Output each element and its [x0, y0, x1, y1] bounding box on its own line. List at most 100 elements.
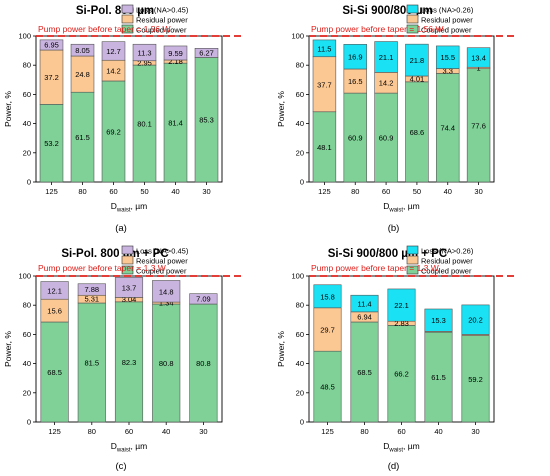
y-tick-label: 100	[291, 272, 304, 281]
bar-segment	[132, 43, 157, 62]
bar-segment	[40, 281, 69, 300]
data-label: 6.94	[357, 312, 372, 321]
data-label: 21.8	[410, 56, 425, 65]
data-label: 15.3	[431, 316, 446, 325]
legend-label: Residual power	[421, 257, 473, 266]
data-label: 22.1	[394, 301, 409, 310]
legend-label: Residual power	[136, 257, 188, 266]
bar-segment	[77, 302, 106, 423]
legend-swatch	[121, 14, 134, 24]
chart-title: Si-Pol. 800 µm + PC	[61, 248, 168, 260]
x-axis-label: Dwaist, µm	[383, 201, 420, 214]
data-label: 15.8	[320, 292, 335, 301]
bar-segment	[152, 303, 181, 423]
chart-title: Si-Pol. 800 µm	[76, 5, 154, 17]
data-label: 69.2	[106, 127, 121, 136]
data-label: 9.59	[168, 49, 183, 58]
bar-segment	[343, 44, 367, 70]
panel-label: (b)	[388, 223, 400, 234]
bar-segment	[163, 45, 188, 61]
x-tick-label: 60	[397, 427, 405, 436]
data-label: 13.7	[122, 283, 137, 292]
x-tick-label: 30	[199, 427, 207, 436]
x-axis-label: Dwaist, µm	[111, 201, 148, 214]
data-label: 14.8	[159, 287, 174, 296]
chart-title: Si-Si 900/800 µm	[342, 5, 432, 17]
data-label: 2.95	[137, 58, 152, 67]
y-tick-label: 20	[296, 388, 304, 397]
x-tick-label: 80	[78, 187, 86, 196]
y-tick-label: 20	[23, 148, 31, 157]
x-tick-label: 60	[109, 187, 117, 196]
bar-segment	[313, 350, 342, 423]
legend-swatch	[121, 255, 134, 265]
legend-label: Residual power	[136, 16, 188, 25]
data-label: 21.1	[379, 53, 394, 62]
x-tick-label: 40	[162, 427, 170, 436]
data-label: 77.6	[471, 121, 486, 130]
x-tick-label: 40	[444, 187, 452, 196]
annotation-text: Pump power before taper = 1.56 W	[311, 24, 444, 34]
bar-segment	[436, 45, 460, 69]
x-tick-label: 30	[474, 187, 482, 196]
data-label: 3.3	[443, 66, 453, 75]
x-tick-label: 125	[318, 187, 331, 196]
y-tick-label: 0	[300, 178, 304, 187]
bar-segment	[101, 41, 126, 61]
y-axis-label: Power, %	[3, 331, 13, 367]
data-label: 6.27	[199, 48, 214, 57]
legend-label: Residual power	[421, 16, 473, 25]
bar-segment	[70, 43, 95, 57]
data-label: 68.5	[47, 368, 62, 377]
data-label: 80.8	[196, 359, 211, 368]
data-label: 7.09	[196, 294, 211, 303]
x-tick-label: 50	[413, 187, 421, 196]
x-tick-label: 125	[45, 187, 58, 196]
legend-swatch	[406, 265, 419, 275]
bar-segment	[194, 48, 219, 58]
y-tick-label: 40	[296, 119, 304, 128]
y-tick-label: 0	[27, 418, 31, 427]
bar-segment	[313, 307, 342, 352]
legend-swatch	[406, 4, 419, 14]
data-label: 14.2	[106, 67, 121, 76]
data-label: 8.05	[75, 46, 90, 55]
bar-segment	[312, 39, 337, 58]
legend-swatch	[406, 24, 419, 34]
bar-segment	[387, 288, 416, 322]
panel-label: (d)	[388, 461, 400, 472]
legend-label: Loss (NA>0.45)	[136, 247, 189, 256]
data-label: 85.3	[199, 116, 214, 125]
y-axis-label: Power, %	[276, 91, 286, 127]
x-tick-label: 40	[171, 187, 179, 196]
legend-label: Loss (NA>0.45)	[136, 6, 189, 15]
legend-swatch	[121, 24, 134, 34]
data-label: 48.1	[317, 143, 332, 152]
y-tick-label: 100	[18, 272, 31, 281]
bar-segment	[387, 325, 416, 423]
y-axis-label: Power, %	[276, 331, 286, 367]
legend-swatch	[406, 14, 419, 24]
data-label: 15.5	[440, 53, 455, 62]
data-label: 14.2	[379, 79, 394, 88]
data-label: 16.9	[348, 53, 363, 62]
y-tick-label: 60	[23, 330, 31, 339]
x-tick-label: 80	[351, 187, 359, 196]
y-tick-label: 60	[296, 90, 304, 99]
x-tick-label: 80	[88, 427, 96, 436]
bar-segment	[424, 308, 453, 332]
y-tick-label: 20	[23, 388, 31, 397]
bar-segment	[350, 321, 379, 423]
data-label: 37.2	[44, 73, 59, 82]
data-label: 68.6	[410, 128, 425, 137]
data-label: 12.7	[106, 47, 121, 56]
data-label: 11.5	[317, 44, 331, 53]
data-label: 48.5	[320, 383, 335, 392]
y-tick-label: 40	[23, 119, 31, 128]
legend-label: Loss (NA>0.26)	[421, 6, 474, 15]
annotation-text: Pump power before taper = 1.56 W	[38, 24, 171, 34]
